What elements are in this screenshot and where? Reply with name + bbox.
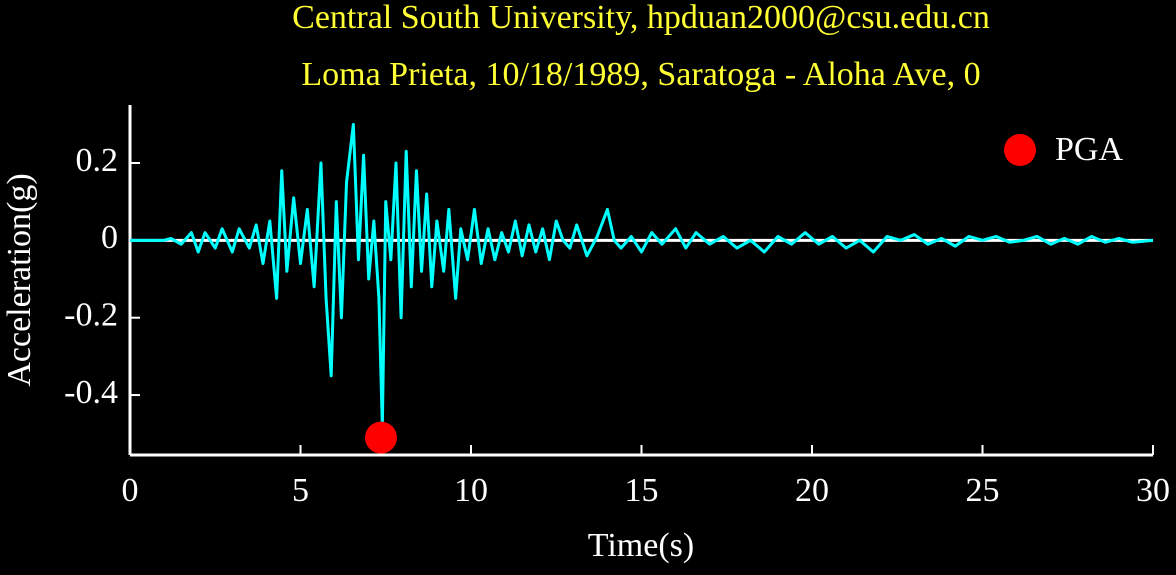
- pga-marker: [364, 421, 397, 454]
- y-tick-label: 0.2: [76, 142, 119, 179]
- x-tick-label: 15: [625, 472, 659, 509]
- y-tick-label: -0.4: [64, 374, 118, 411]
- x-tick-label: 30: [1136, 472, 1170, 509]
- chart-subtitle: Loma Prieta, 10/18/1989, Saratoga - Aloh…: [301, 56, 980, 93]
- legend-marker: [1004, 134, 1036, 166]
- y-axis-label: Acceleration(g): [1, 173, 38, 386]
- y-tick-label: -0.2: [64, 297, 118, 334]
- series-line: [130, 122, 1154, 428]
- x-tick-label: 0: [122, 472, 139, 509]
- y-tick-label: 0: [101, 219, 118, 256]
- x-tick-label: 25: [966, 472, 1000, 509]
- x-tick-label: 20: [795, 472, 829, 509]
- legend-label: PGA: [1055, 131, 1123, 168]
- chart-title: Central South University, hpduan2000@csu…: [292, 0, 990, 36]
- x-tick-label: 5: [292, 472, 309, 509]
- x-tick-label: 10: [454, 472, 488, 509]
- x-axis-label: Time(s): [588, 527, 694, 564]
